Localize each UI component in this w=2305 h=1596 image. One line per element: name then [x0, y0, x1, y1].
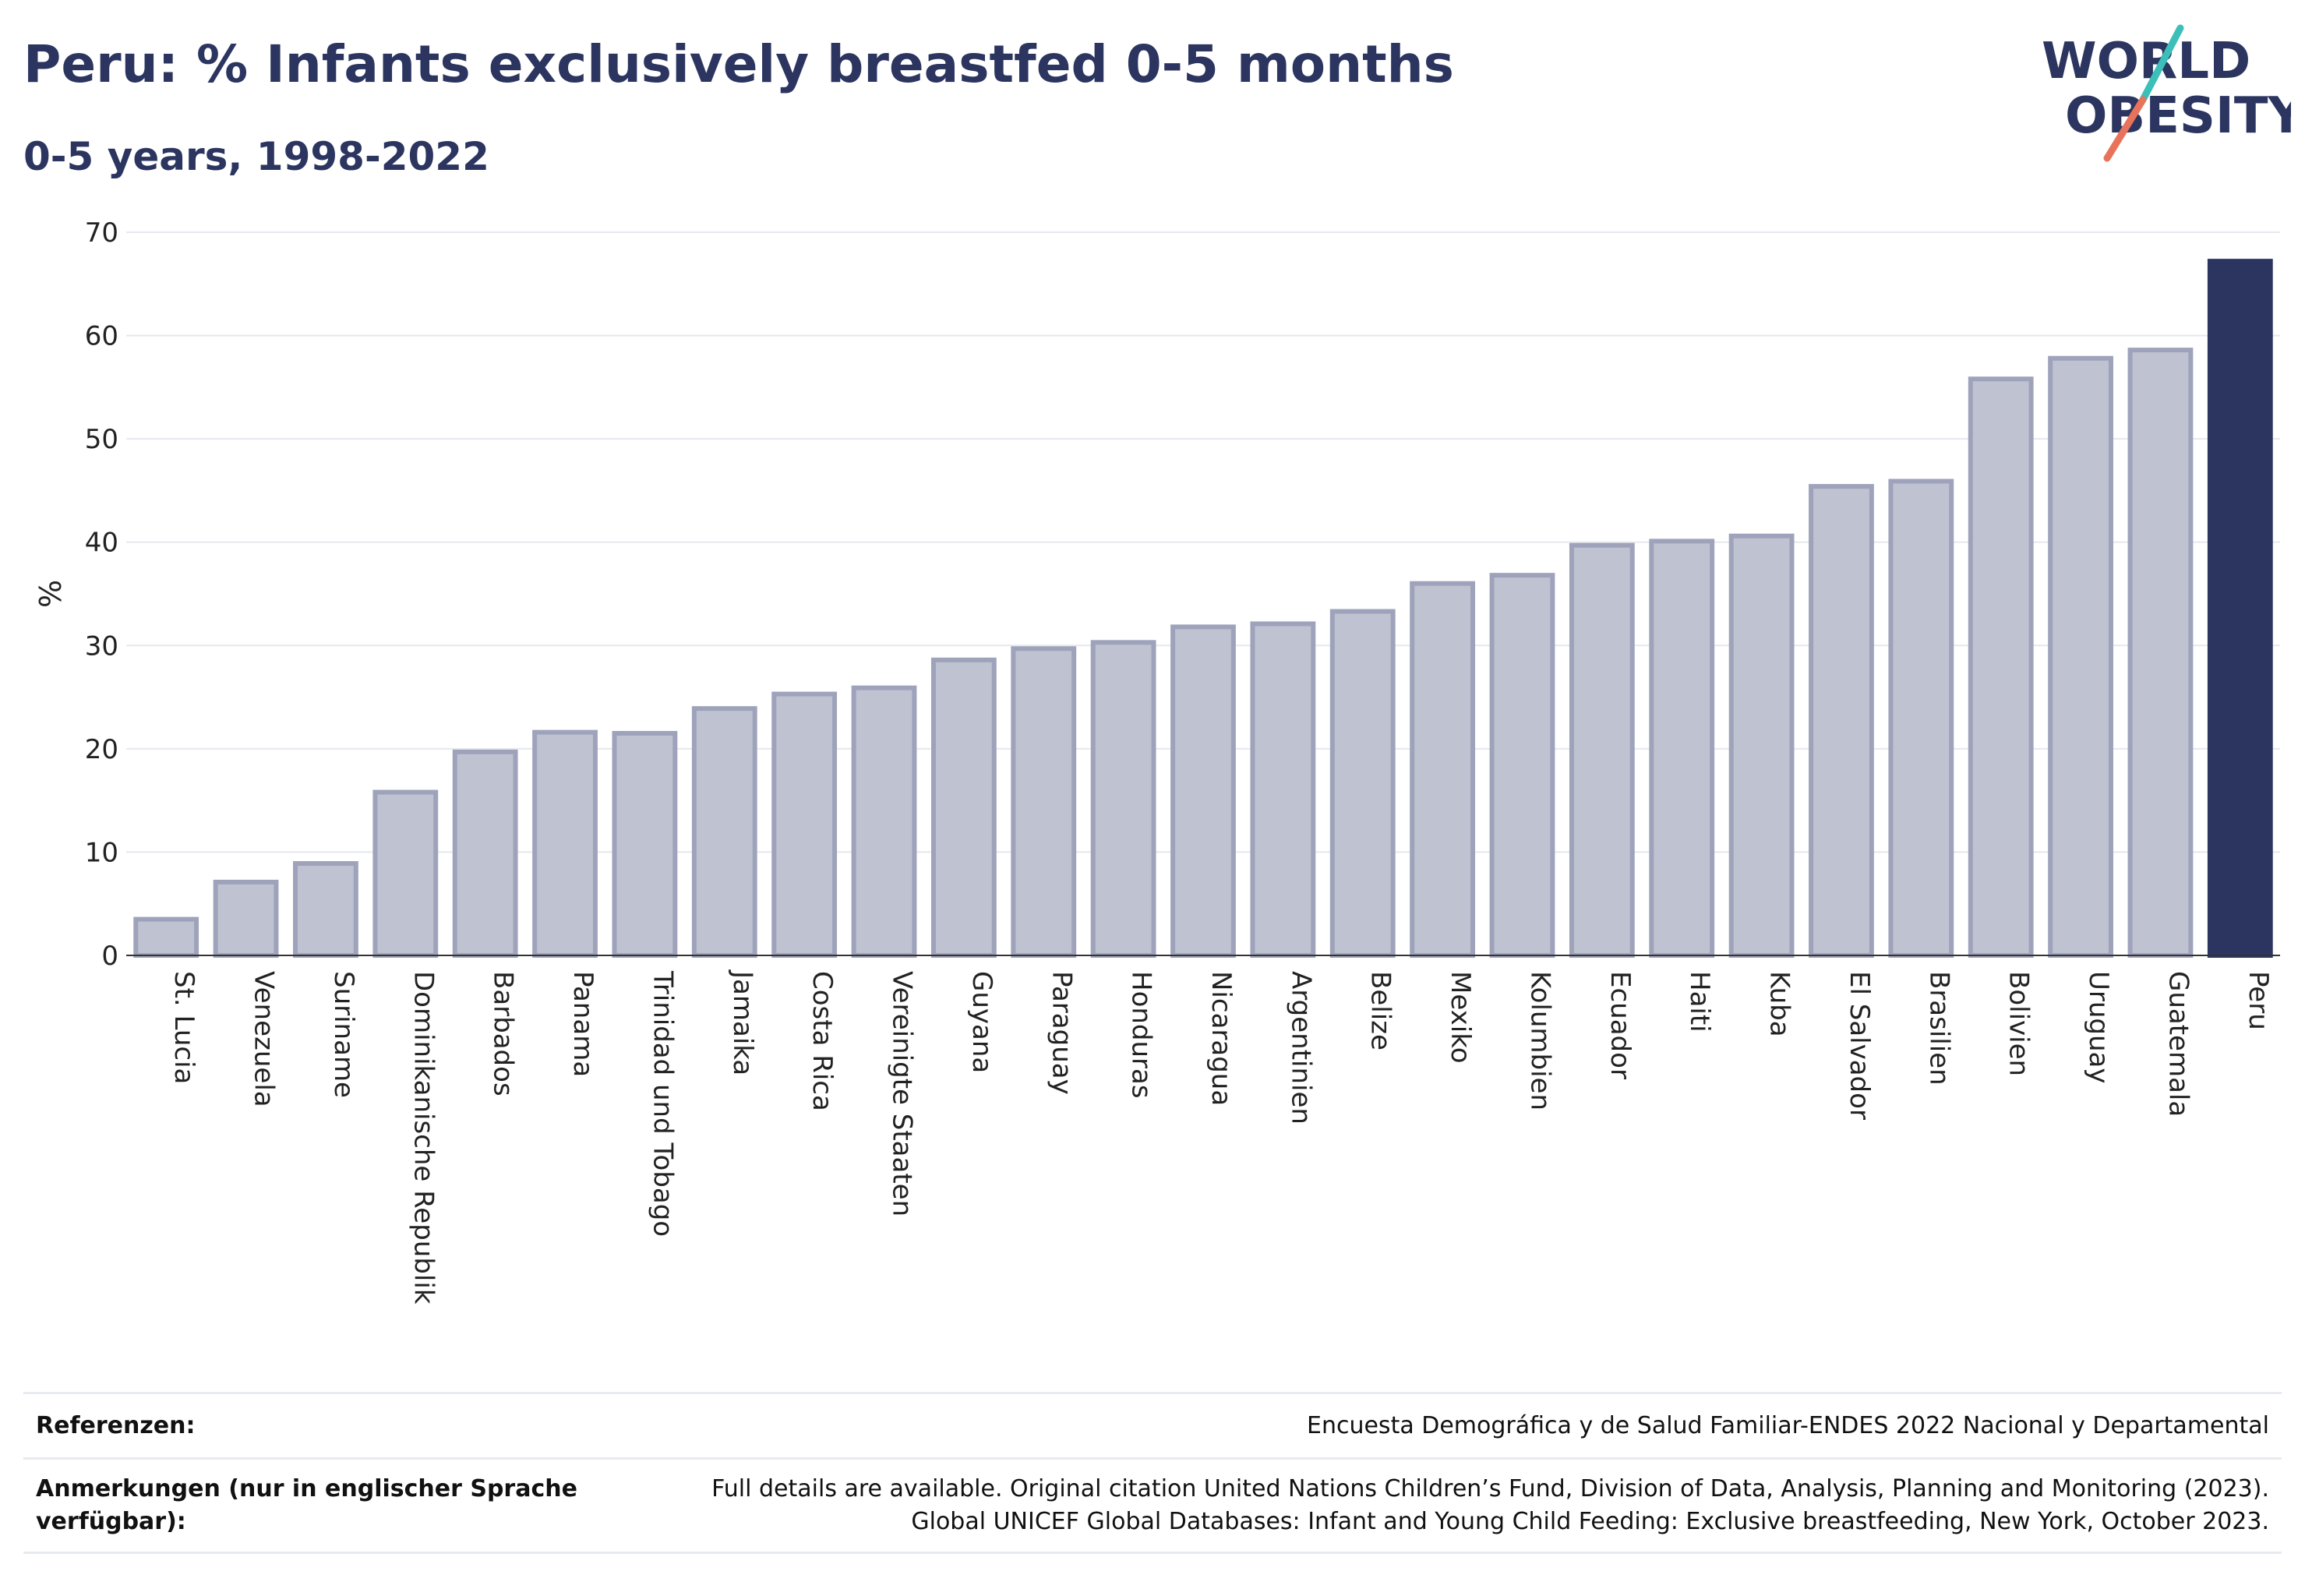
- bar-costa-rica: [771, 691, 838, 958]
- x-tick-label: Guyana: [966, 971, 997, 1073]
- chart-subtitle: 0-5 years, 1998-2022: [23, 134, 489, 179]
- x-tick-label: El Salvador: [1844, 971, 1875, 1120]
- y-tick-label: 10: [85, 837, 118, 868]
- logo-slash-top: [2139, 24, 2184, 104]
- x-tick-label: Uruguay: [2083, 971, 2114, 1084]
- x-tick-label: Peru: [2243, 971, 2274, 1030]
- bar-chart: 0 10 20 30 40 50 60 70 St. Lucia Venezuela Surina…: [34, 217, 2280, 1305]
- y-axis-ticks: 0 10 20 30 40 50 60 70: [85, 217, 118, 972]
- x-tick-label: Kuba: [1764, 971, 1795, 1037]
- chart-title: Peru: % Infants exclusively breastfed 0-…: [23, 34, 1454, 94]
- x-tick-label: Haiti: [1684, 971, 1715, 1033]
- y-tick-label: 50: [85, 424, 118, 455]
- bar-paraguay: [1011, 646, 1077, 959]
- x-tick-label: Venezuela: [249, 971, 280, 1107]
- references-text: Encuesta Demográfica y de Salud Familiar…: [1307, 1411, 2269, 1439]
- bar-barbados: [452, 749, 518, 958]
- x-tick-label: Brasilien: [1923, 971, 1954, 1086]
- bar-venezuela: [213, 879, 279, 958]
- x-tick-label: Paraguay: [1046, 971, 1077, 1095]
- bar-guyana: [930, 657, 997, 958]
- x-tick-label: Barbados: [488, 971, 519, 1096]
- bar-uruguay: [2048, 355, 2113, 959]
- notes-label: Anmerkungen (nur in englischer Sprache v…: [36, 1475, 577, 1535]
- y-tick-label: 0: [101, 941, 118, 972]
- bar-st-lucia: [133, 916, 199, 958]
- logo-line2: OBESITY: [2065, 87, 2291, 145]
- notes-line-2: Global UNICEF Global Databases: Infant a…: [911, 1508, 2269, 1535]
- y-axis-label: %: [34, 580, 68, 608]
- x-tick-label: Vereinigte Staaten: [887, 971, 918, 1216]
- logo-slash-bottom: [2103, 96, 2147, 162]
- bar-mexiko: [1410, 581, 1476, 958]
- references-row: Referenzen: Encuesta Demográfica y de Sa…: [23, 1392, 2282, 1457]
- bar-argentinien: [1250, 621, 1316, 959]
- bar-jamaika: [691, 706, 757, 958]
- y-tick-label: 60: [85, 321, 118, 352]
- x-tick-label: Jamaika: [727, 969, 758, 1075]
- x-axis-ticks: St. Lucia Venezuela Suriname Dominikanische…: [168, 969, 2274, 1305]
- y-tick-label: 30: [85, 630, 118, 662]
- x-tick-label: Bolivien: [2003, 971, 2035, 1076]
- footer-table: Referenzen: Encuesta Demográfica y de Sa…: [23, 1392, 2282, 1554]
- x-tick-label: Ecuador: [1604, 971, 1636, 1079]
- bar-nicaragua: [1170, 624, 1236, 958]
- bar-ecuador: [1569, 542, 1635, 958]
- x-tick-label: Trinidad und Tobago: [647, 970, 678, 1237]
- bar-guatemala: [2127, 348, 2194, 959]
- x-tick-label: Argentinien: [1285, 971, 1316, 1125]
- world-obesity-logo: WORLD OBESITY: [2042, 24, 2291, 162]
- y-tick-label: 40: [85, 528, 118, 559]
- bar-panama: [532, 729, 598, 958]
- bar-bolivien: [1968, 376, 2034, 959]
- bar-haiti: [1649, 538, 1715, 958]
- bar-el-salvador: [1809, 484, 1874, 958]
- x-tick-label: Mexiko: [1445, 971, 1476, 1064]
- notes-row: Anmerkungen (nur in englischer Sprache v…: [23, 1457, 2282, 1554]
- bar-dominikanische-republik: [372, 789, 439, 959]
- bar-trinidad-und-tobago: [612, 730, 678, 958]
- references-label: Referenzen:: [36, 1411, 196, 1439]
- bar-honduras: [1090, 640, 1156, 959]
- y-tick-label: 20: [85, 734, 118, 765]
- x-tick-label: Guatemala: [2162, 971, 2194, 1117]
- x-tick-label: Kolumbien: [1524, 971, 1555, 1110]
- bar-kuba: [1728, 533, 1795, 958]
- bar-brasilien: [1888, 478, 1954, 958]
- x-tick-label: Nicaragua: [1205, 971, 1237, 1106]
- bar-kolumbien: [1489, 573, 1555, 958]
- x-tick-label: St. Lucia: [168, 971, 199, 1084]
- y-tick-label: 70: [85, 217, 118, 249]
- bar-peru: [2207, 259, 2273, 958]
- x-tick-label: Honduras: [1126, 971, 1157, 1099]
- bar-suriname: [293, 861, 358, 959]
- x-tick-label: Belize: [1365, 971, 1396, 1050]
- bar-belize: [1329, 609, 1396, 959]
- notes-line-1: Full details are available. Original cit…: [711, 1475, 2269, 1502]
- x-tick-label: Dominikanische Republik: [408, 971, 439, 1305]
- x-tick-label: Suriname: [328, 971, 359, 1098]
- x-tick-label: Panama: [567, 971, 598, 1077]
- notes-text: Full details are available. Original cit…: [711, 1473, 2269, 1538]
- bars: [133, 259, 2273, 959]
- x-tick-label: Costa Rica: [807, 971, 838, 1111]
- bar-vereinigte-staaten: [851, 685, 917, 958]
- logo-line1: WORLD: [2042, 33, 2250, 90]
